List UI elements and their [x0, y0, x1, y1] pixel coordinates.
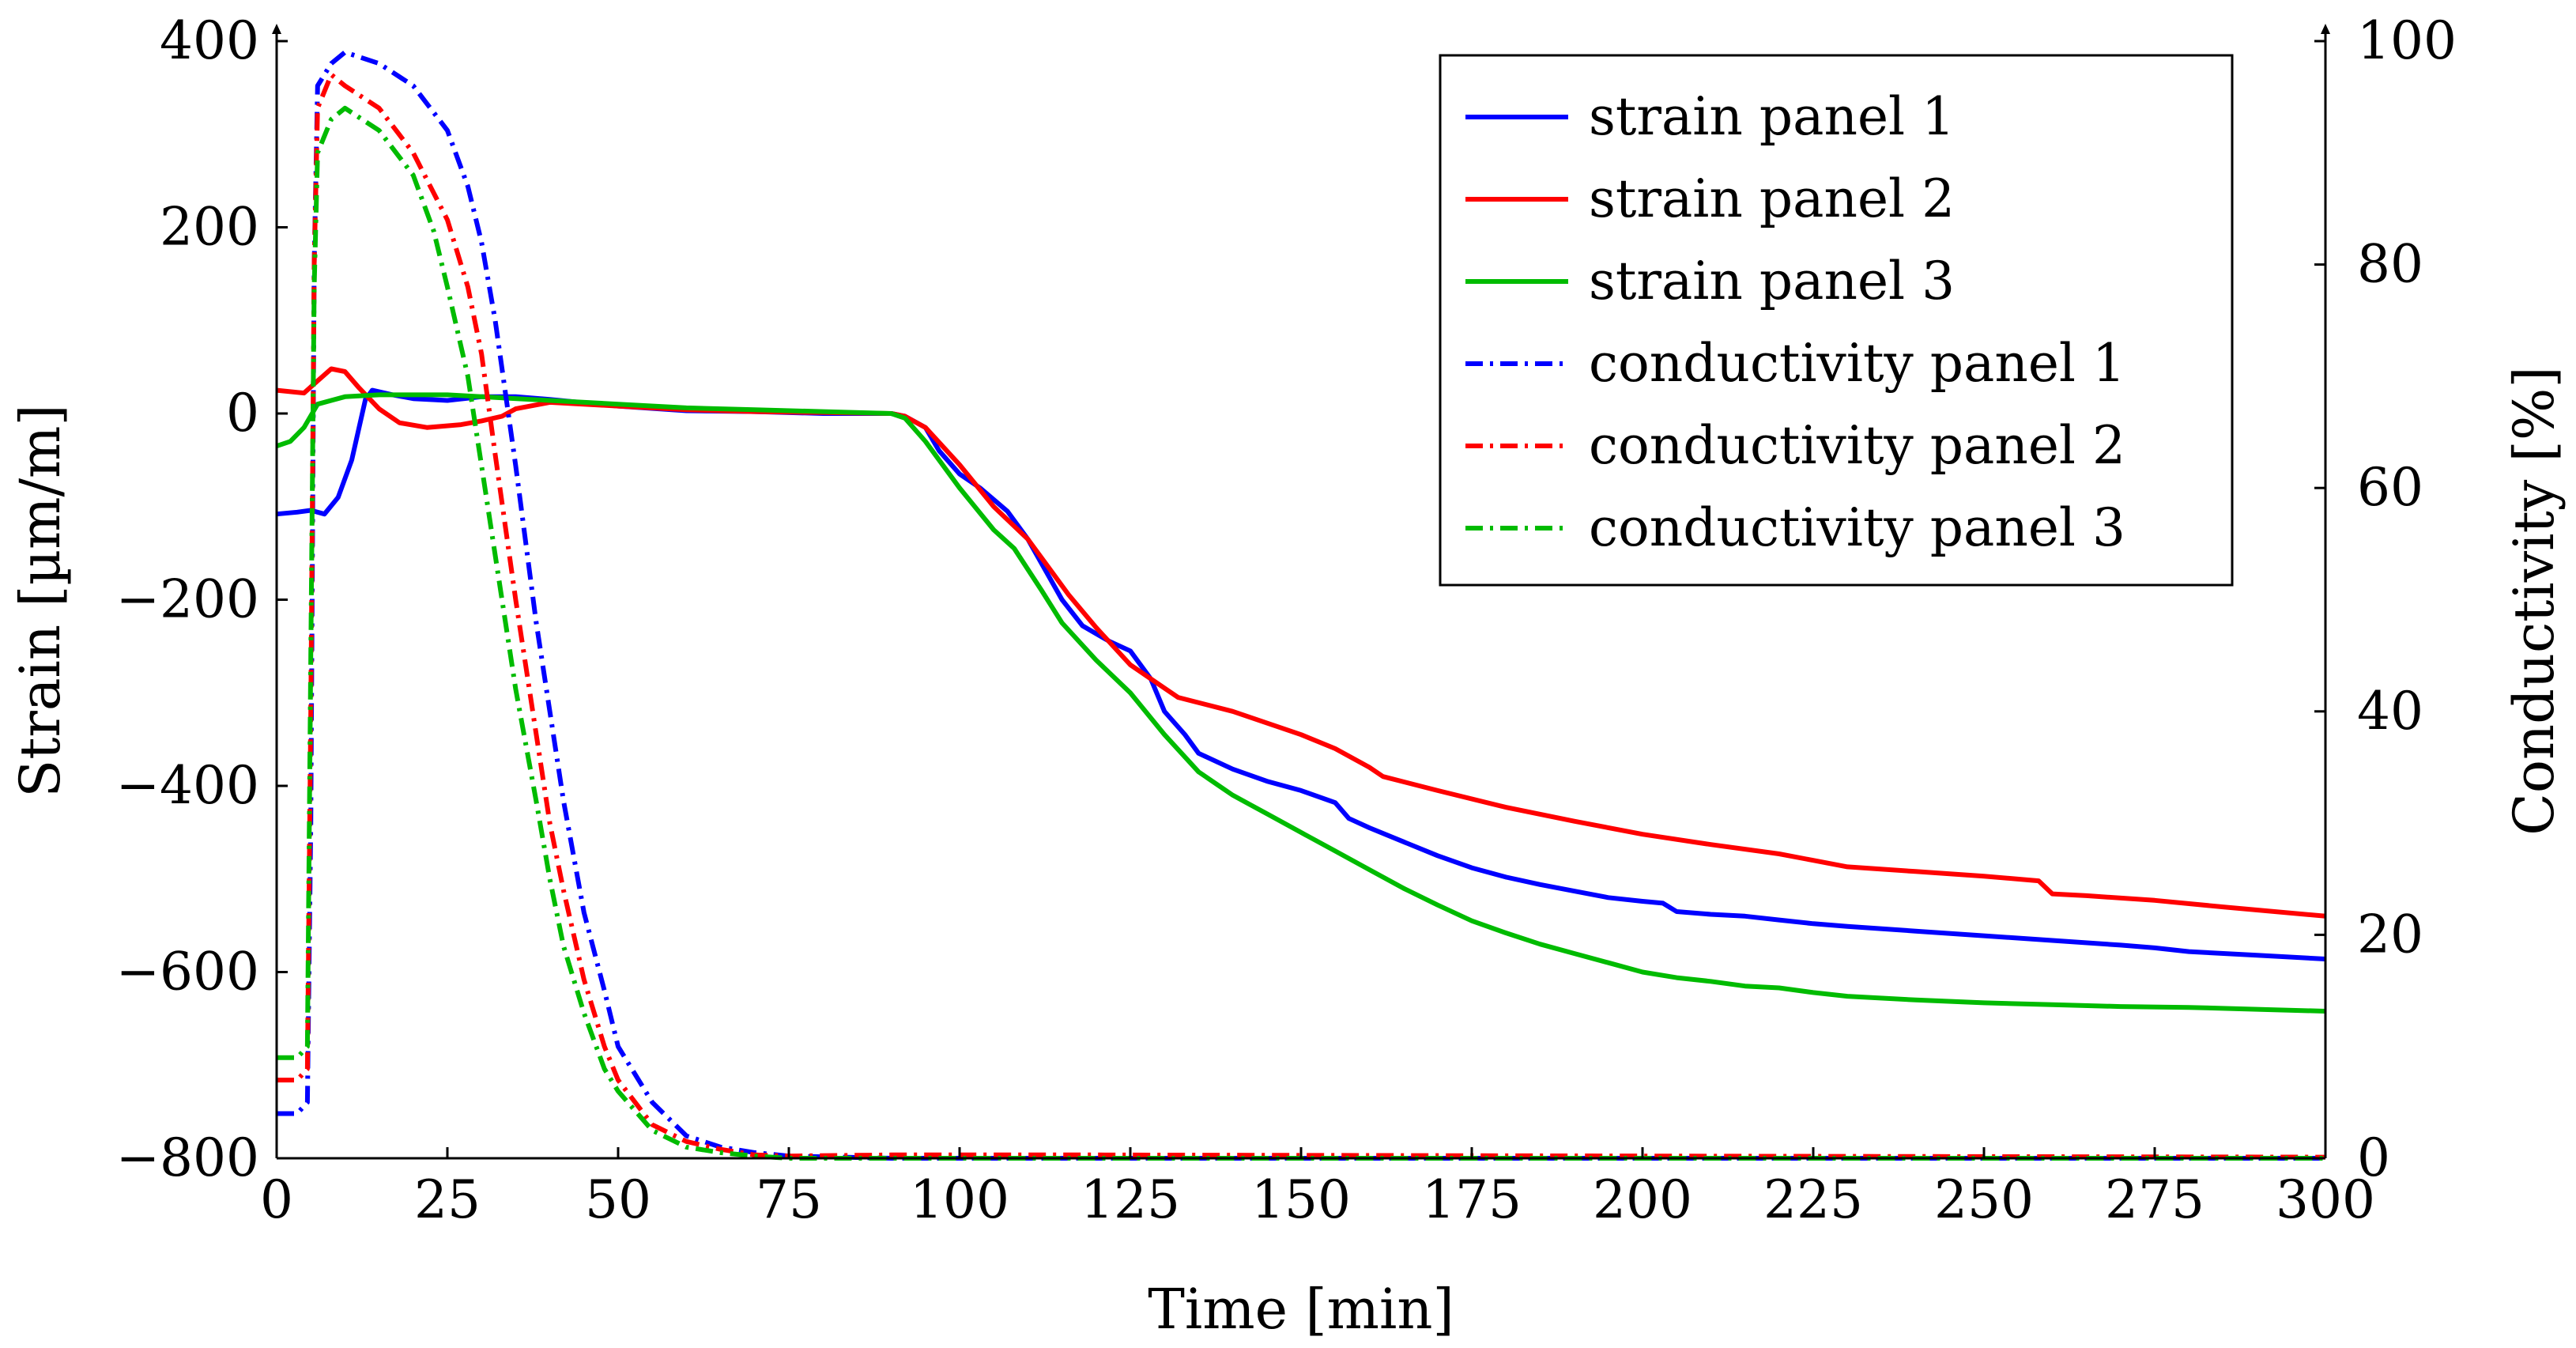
x-tick-label: 200 — [1593, 1169, 1692, 1230]
y-tick-label: 200 — [160, 197, 259, 258]
y2-tick-label: 100 — [2357, 10, 2457, 71]
legend-label-3: strain panel 3 — [1589, 251, 1955, 312]
legend-label-4: conductivity panel 1 — [1589, 333, 2125, 394]
x-tick-label: 50 — [585, 1169, 651, 1230]
legend-label-6: conductivity panel 3 — [1589, 497, 2125, 558]
series-layer — [276, 50, 2326, 1161]
x-tick-label: 250 — [1934, 1169, 2034, 1230]
series-line-5 — [277, 72, 2326, 1160]
y2-tick-label: 60 — [2357, 457, 2423, 518]
x-tick-label: 275 — [2105, 1169, 2204, 1230]
y-tick-label: 400 — [160, 10, 259, 71]
y-tick-label: −600 — [116, 942, 259, 1003]
series-line-1 — [276, 387, 2326, 961]
series-line-6 — [277, 105, 2325, 1161]
y-tick-label: −400 — [116, 755, 259, 816]
x-tick-label: 225 — [1763, 1169, 1863, 1230]
y2-tick-label: 80 — [2357, 234, 2423, 295]
series-line-3 — [276, 392, 2326, 1014]
y2-tick-label: 20 — [2357, 904, 2423, 965]
x-tick-label: 0 — [260, 1169, 293, 1230]
y2-axis-label: Conductivity [%] — [2502, 366, 2567, 835]
y-tick-label: −800 — [116, 1127, 259, 1188]
legend-box — [1439, 54, 2234, 587]
x-tick-label: 25 — [414, 1169, 481, 1230]
y-axis-label: Strain [µm/m] — [8, 404, 73, 797]
x-tick-label: 75 — [756, 1169, 822, 1230]
series-line-2 — [276, 366, 2326, 919]
x-tick-label: 300 — [2276, 1169, 2375, 1230]
legend-label-2: strain panel 2 — [1589, 168, 1955, 229]
y2-tick-label: 40 — [2357, 681, 2423, 742]
x-axis-label: Time [min] — [1148, 1277, 1454, 1342]
y-tick-label: −200 — [116, 569, 259, 630]
legend-label-1: strain panel 1 — [1589, 86, 1955, 147]
x-tick-label: 175 — [1422, 1169, 1522, 1230]
ticks-layer: 0 25 50 75 100 125 150 175 200 225 250 275 300−800−6… — [116, 10, 2457, 1230]
y2-tick-label: 0 — [2357, 1127, 2390, 1188]
legend-label-5: conductivity panel 2 — [1589, 415, 2125, 476]
legend: strain panel 1 strain panel 2 strain panel… — [1439, 54, 2234, 587]
x-tick-label: 150 — [1251, 1169, 1351, 1230]
x-tick-label: 100 — [910, 1169, 1009, 1230]
y-tick-label: 0 — [226, 383, 259, 444]
x-tick-label: 125 — [1081, 1169, 1180, 1230]
